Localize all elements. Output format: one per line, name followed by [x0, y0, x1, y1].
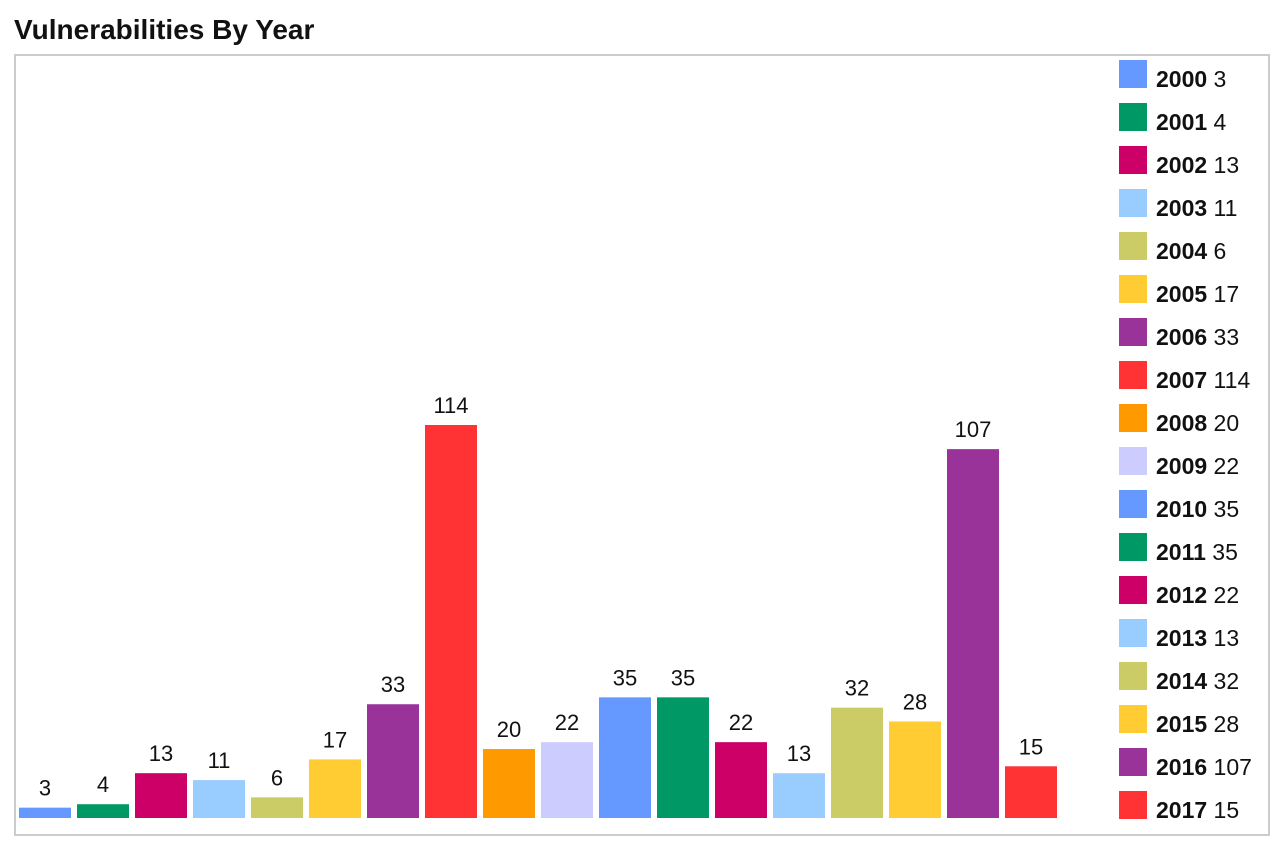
legend-swatch-2013: [1119, 619, 1147, 647]
data-label-2003: 11: [208, 748, 231, 773]
data-label-2017: 15: [1019, 734, 1043, 759]
legend-swatch-2015: [1119, 705, 1147, 733]
legend-entry-2000: 2000 3: [1156, 66, 1226, 92]
legend-swatch-2016: [1119, 748, 1147, 776]
legend-swatch-2003: [1119, 189, 1147, 217]
legend-swatch-2014: [1119, 662, 1147, 690]
legend-swatch-2009: [1119, 447, 1147, 475]
data-label-2000: 3: [39, 776, 51, 801]
legend-entry-2008: 2008 20: [1156, 410, 1239, 436]
legend-swatch-2006: [1119, 318, 1147, 346]
data-label-2013: 13: [787, 741, 811, 766]
legend-swatch-2017: [1119, 791, 1147, 819]
legend-entry-2002: 2002 13: [1156, 152, 1239, 178]
bar-2004: [251, 797, 303, 818]
bar-2011: [657, 697, 709, 818]
data-label-2007: 114: [433, 393, 468, 418]
data-label-2004: 6: [271, 765, 283, 790]
legend-swatch-2005: [1119, 275, 1147, 303]
legend-swatch-2011: [1119, 533, 1147, 561]
legend-swatch-2010: [1119, 490, 1147, 518]
legend-entry-2017: 2017 15: [1156, 797, 1239, 823]
data-label-2015: 28: [903, 689, 927, 714]
bar-2009: [541, 742, 593, 818]
bar-2008: [483, 749, 535, 818]
legend-entry-2005: 2005 17: [1156, 281, 1239, 307]
legend-entry-2010: 2010 35: [1156, 496, 1239, 522]
bar-2014: [831, 707, 883, 818]
legend-entry-2011: 2011 35: [1156, 539, 1238, 565]
bar-2001: [77, 804, 129, 818]
legend-entry-2016: 2016 107: [1156, 754, 1252, 780]
legend-entry-2003: 2003 11: [1156, 195, 1237, 221]
legend-entry-2006: 2006 33: [1156, 324, 1239, 350]
bar-2016: [947, 449, 999, 818]
bar-2005: [309, 759, 361, 818]
bar-2010: [599, 697, 651, 818]
data-label-2001: 4: [97, 772, 109, 797]
legend-swatch-2007: [1119, 361, 1147, 389]
bar-2002: [135, 773, 187, 818]
bar-2007: [425, 425, 477, 818]
legend-swatch-2000: [1119, 60, 1147, 88]
legend-swatch-2008: [1119, 404, 1147, 432]
data-label-2005: 17: [323, 727, 347, 752]
legend-entry-2009: 2009 22: [1156, 453, 1239, 479]
chart-frame: [14, 54, 1270, 836]
data-label-2011: 35: [671, 665, 695, 690]
bar-2012: [715, 742, 767, 818]
legend-entry-2001: 2001 4: [1156, 109, 1227, 135]
bar-2017: [1005, 766, 1057, 818]
data-label-2002: 13: [149, 741, 173, 766]
data-label-2012: 22: [729, 710, 753, 735]
data-label-2009: 22: [555, 710, 579, 735]
legend-entry-2007: 2007 114: [1156, 367, 1250, 393]
bar-2006: [367, 704, 419, 818]
legend-entry-2004: 2004 6: [1156, 238, 1226, 264]
bar-2015: [889, 721, 941, 818]
bar-2000: [19, 807, 71, 818]
data-label-2008: 20: [497, 717, 521, 742]
legend-entry-2012: 2012 22: [1156, 582, 1239, 608]
legend-entry-2015: 2015 28: [1156, 711, 1239, 737]
legend-swatch-2012: [1119, 576, 1147, 604]
legend-entry-2014: 2014 32: [1156, 668, 1239, 694]
legend-swatch-2002: [1119, 146, 1147, 174]
bar-2003: [193, 780, 245, 818]
data-label-2010: 35: [613, 665, 637, 690]
legend-swatch-2001: [1119, 103, 1147, 131]
data-label-2014: 32: [845, 676, 869, 701]
data-label-2006: 33: [381, 672, 405, 697]
legend-swatch-2004: [1119, 232, 1147, 260]
chart-title: Vulnerabilities By Year: [14, 14, 315, 45]
bar-2013: [773, 773, 825, 818]
legend-entry-2013: 2013 13: [1156, 625, 1239, 651]
data-label-2016: 107: [955, 417, 992, 442]
